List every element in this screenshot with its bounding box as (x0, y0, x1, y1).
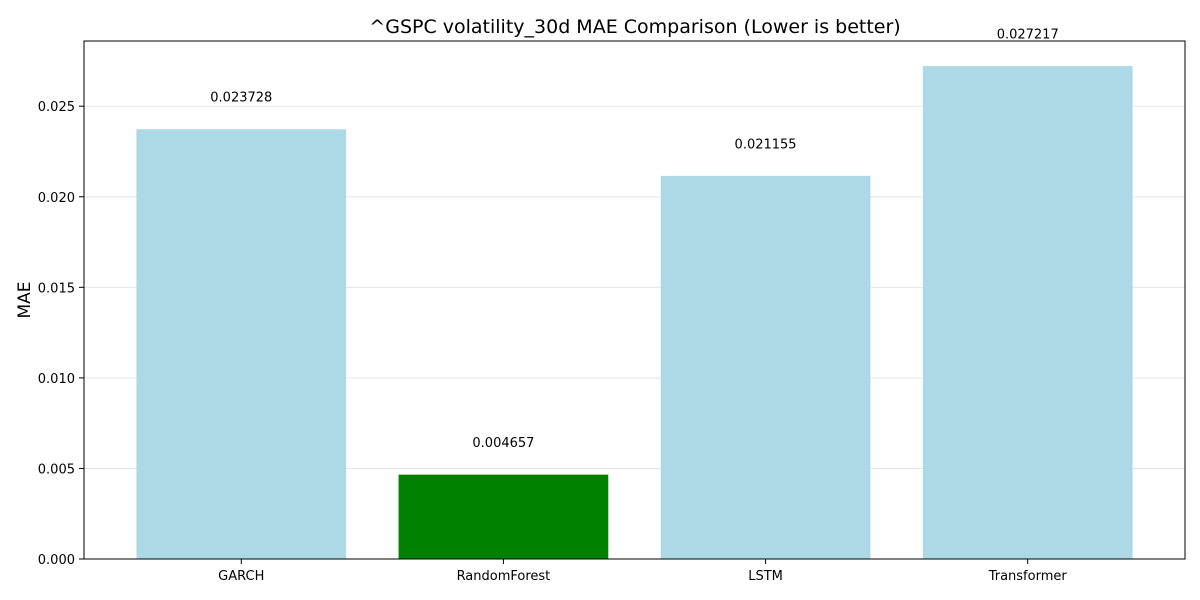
bar-garch (136, 129, 347, 559)
bars (136, 66, 1133, 560)
data-label-transformer: 0.027217 (997, 28, 1059, 43)
plot-frame (83, 40, 1186, 560)
y-tick-label-1: 0.005 (38, 462, 75, 477)
x-tick-label-transformer: Transformer (988, 569, 1068, 584)
bar-lstm (660, 175, 871, 559)
y-tick-label-0: 0.000 (38, 553, 75, 568)
bar-transformer (922, 66, 1133, 560)
y-tick-label-5: 0.025 (38, 100, 75, 115)
data-label-lstm: 0.021155 (735, 137, 797, 152)
y-tick-label-4: 0.020 (38, 191, 75, 206)
data-labels: 0.023728 0.004657 0.021155 0.027217 (210, 28, 1058, 452)
x-tick-label-lstm: LSTM (748, 569, 783, 584)
data-label-garch: 0.023728 (210, 91, 272, 106)
y-axis-label: MAE (15, 281, 35, 318)
bar-randomforest (398, 474, 609, 559)
y-tick-label-2: 0.010 (38, 372, 75, 387)
chart-title: ^GSPC volatility_30d MAE Comparison (Low… (369, 16, 900, 38)
x-tick-label-garch: GARCH (218, 569, 264, 584)
x-tick-label-randomforest: RandomForest (457, 569, 551, 584)
axes: GARCH RandomForest LSTM Transformer 0.000 0.0… (38, 40, 1186, 584)
data-label-randomforest: 0.004657 (472, 436, 534, 451)
y-tick-label-3: 0.015 (38, 281, 75, 296)
